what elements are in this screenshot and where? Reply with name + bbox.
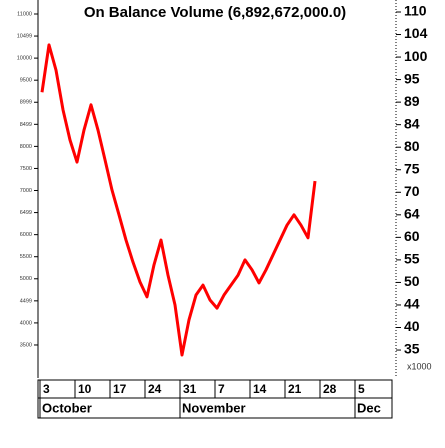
y-tick-label: 100: [404, 48, 428, 64]
y-tick-label: 44: [404, 296, 420, 312]
y-tick-label: 80: [404, 138, 420, 154]
y-unit: x1000: [407, 361, 432, 371]
y-tick-label: 104: [404, 25, 428, 41]
x-tick-label: 3: [43, 382, 50, 396]
data-line: [40, 43, 317, 357]
y2-tick-label: 4000: [20, 320, 32, 326]
y-tick-label: 110: [404, 3, 427, 19]
y-tick-label: 35: [404, 341, 420, 357]
x-tick-label: 31: [183, 382, 197, 396]
y-tick-label: 64: [404, 206, 420, 222]
y2-tick-label: 6499: [20, 210, 32, 216]
y-tick-label: 55: [404, 251, 420, 267]
x-tick-label: 7: [218, 382, 225, 396]
y-tick-label: 84: [404, 115, 420, 131]
x-tick-label: 24: [148, 382, 162, 396]
month-label: October: [42, 400, 92, 415]
y-tick-label: 70: [404, 183, 420, 199]
y2-tick-label: 10499: [17, 34, 32, 40]
y2-tick-label: 6000: [20, 232, 32, 238]
y2-tick-label: 8999: [20, 100, 32, 106]
y2-tick-label: 7500: [20, 166, 32, 172]
y2-tick-label: 9500: [20, 78, 32, 84]
y-tick-label: 89: [404, 93, 420, 109]
x-tick-label: 14: [253, 382, 267, 396]
chart-title: On Balance Volume (6,892,672,000.0): [84, 4, 346, 21]
y2-tick-label: 5000: [20, 276, 32, 282]
y-tick-label: 75: [404, 160, 420, 176]
x-tick-label: 21: [288, 382, 302, 396]
month-label: Dec: [357, 400, 381, 415]
x-tick-label: 28: [323, 382, 337, 396]
y-tick-label: 60: [404, 228, 420, 244]
y2-tick-label: 11000: [17, 11, 32, 17]
y2-tick-label: 3500: [20, 342, 32, 348]
y-tick-label: 95: [404, 70, 420, 86]
y-tick-label: 40: [404, 318, 420, 334]
y2-tick-label: 5500: [20, 254, 32, 260]
y2-tick-label: 7000: [20, 188, 32, 194]
x-tick-label: 10: [78, 382, 92, 396]
month-row: [37, 397, 393, 419]
y2-tick-label: 10000: [17, 56, 32, 62]
y-tick-label: 50: [404, 273, 420, 289]
y2-tick-label: 4499: [20, 298, 32, 304]
month-label: November: [182, 400, 246, 415]
y2-tick-label: 8000: [20, 144, 32, 150]
y2-tick-label: 8499: [20, 122, 32, 128]
x-tick-label: 17: [113, 382, 127, 396]
x-tick-label: 5: [358, 382, 365, 396]
